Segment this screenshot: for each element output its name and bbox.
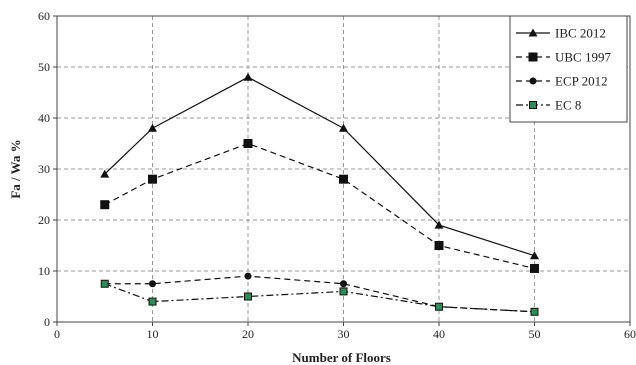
legend-label: IBC 2012 xyxy=(555,26,606,41)
y-tick-label: 60 xyxy=(38,9,50,23)
x-tick-label: 10 xyxy=(147,327,159,341)
data-point xyxy=(434,241,444,250)
data-point xyxy=(244,292,252,301)
x-tick-label: 40 xyxy=(433,327,445,341)
series-1 xyxy=(100,139,539,273)
legend-marker xyxy=(529,101,537,109)
data-point xyxy=(244,272,252,280)
legend: IBC 2012 UBC 1997 ECP 2012 EC 8 xyxy=(509,15,628,123)
x-tick-label: 20 xyxy=(242,327,254,341)
x-tick-label: 0 xyxy=(54,327,60,341)
y-tick-label: 0 xyxy=(44,315,50,329)
legend-marker xyxy=(528,28,538,37)
series-line-3 xyxy=(104,283,535,313)
legend-item: ECP 2012 xyxy=(516,74,608,89)
data-point xyxy=(340,280,347,288)
x-tick-label: 30 xyxy=(338,327,350,341)
y-axis-label: Fa / Wa % xyxy=(8,139,23,198)
series-0 xyxy=(100,72,539,260)
y-axis-ticks: 0 10 20 30 40 50 60 xyxy=(38,9,57,329)
legend-label: EC 8 xyxy=(555,98,581,113)
data-point xyxy=(148,297,157,306)
legend-marker xyxy=(529,77,537,85)
y-tick-label: 50 xyxy=(38,60,50,74)
x-tick-label: 50 xyxy=(529,327,541,341)
data-point xyxy=(100,200,110,210)
data-point xyxy=(339,287,348,296)
series-layer xyxy=(100,72,539,316)
series-line-1 xyxy=(104,142,535,270)
x-axis-label: Number of Floors xyxy=(292,350,391,365)
series-2 xyxy=(101,272,538,316)
data-point xyxy=(530,307,539,316)
series-3 xyxy=(100,279,539,316)
legend-item: UBC 1997 xyxy=(516,50,611,65)
legend-label: UBC 1997 xyxy=(555,50,611,65)
y-tick-label: 10 xyxy=(38,264,50,278)
legend-item: EC 8 xyxy=(516,98,581,113)
y-tick-label: 30 xyxy=(38,162,50,176)
data-point xyxy=(339,123,348,132)
legend-item: IBC 2012 xyxy=(516,26,606,41)
data-point xyxy=(243,139,253,148)
legend-label: ECP 2012 xyxy=(555,74,608,89)
series-line-2 xyxy=(104,275,535,313)
data-point xyxy=(100,279,109,288)
data-point xyxy=(148,174,157,184)
data-point xyxy=(149,280,156,288)
data-point xyxy=(530,251,539,260)
series-line-0 xyxy=(104,76,535,257)
y-tick-label: 20 xyxy=(38,213,50,227)
x-axis-ticks: 0 10 20 30 40 50 60 xyxy=(54,322,636,341)
data-point xyxy=(243,72,253,81)
data-point xyxy=(148,123,157,132)
data-point xyxy=(100,169,110,178)
data-point xyxy=(434,220,444,229)
legend-marker xyxy=(528,52,538,62)
x-tick-label: 60 xyxy=(624,327,636,341)
data-point xyxy=(530,263,539,273)
data-point xyxy=(339,174,348,184)
y-tick-label: 40 xyxy=(38,111,50,125)
data-point xyxy=(435,302,443,311)
